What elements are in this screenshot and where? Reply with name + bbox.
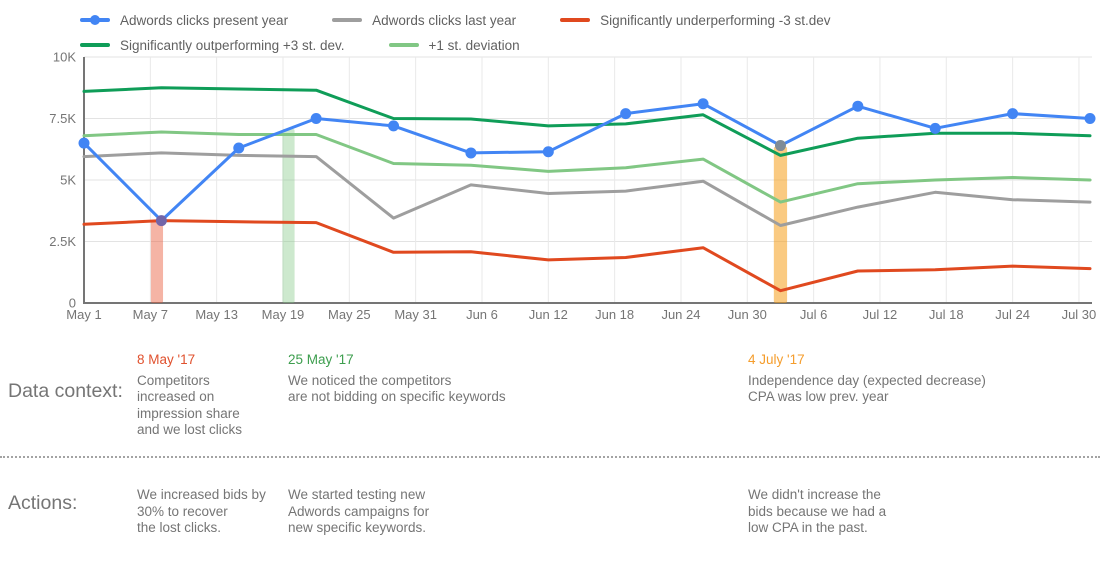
x-tick-label: May 31 [394,307,437,322]
annotation-date: 4 July '17 [748,352,805,367]
x-tick-label: Jun 12 [529,307,568,322]
x-tick-label: May 19 [262,307,305,322]
legend-label: Adwords clicks last year [372,12,517,28]
y-tick-label: 0 [69,296,76,311]
chart-legend: Adwords clicks present year Adwords click… [80,10,1086,55]
legend-line-swatch [332,18,363,22]
action-column-8-may-17: We increased bids by 30% to recover the … [137,487,266,537]
data-point-jul-3[interactable] [774,140,786,152]
legend-line-swatch [80,15,110,25]
annotation-context-text: Competitors increased on impression shar… [137,372,243,438]
series-line-1-st-deviation [82,130,1092,204]
legend-item-1-st-deviation[interactable]: +1 st. deviation [388,35,520,55]
annotation-action-text: We didn't increase the bids because we h… [748,487,887,535]
legend-label: Significantly outperforming +3 st. dev. [120,37,345,53]
legend-line-swatch [80,43,110,47]
legend-label: +1 st. deviation [428,37,520,53]
actions-row: Actions: We increased bids by 30% to rec… [0,460,1100,563]
legend-dot-icon [90,15,100,25]
highlight-band[interactable] [282,128,295,303]
legend-line-swatch [388,43,419,47]
row-divider [0,456,1100,458]
data-point-jun-26[interactable] [697,98,709,110]
data-point-jun-12[interactable] [542,146,554,158]
series-line-significantly-outperforming-3-st-dev [82,86,1092,157]
data-point-may-1[interactable] [78,137,90,149]
legend-item-adwords-clicks-last-year[interactable]: Adwords clicks last year [332,10,516,30]
annotation-action-text: We started testing new Adwords campaigns… [288,487,430,535]
x-tick-label: Jul 18 [929,307,964,322]
data-point-may-29[interactable] [388,120,400,132]
y-tick-label: 5K [60,173,76,188]
x-tick-label: May 1 [66,307,101,322]
legend-item-significantly-outperforming-3-st-dev[interactable]: Significantly outperforming +3 st. dev. [80,35,345,55]
x-tick-label: Jul 24 [995,307,1030,322]
legend-line-swatch [560,18,591,22]
data-point-may-8[interactable] [155,215,167,227]
x-tick-label: May 13 [195,307,238,322]
annotation-context-text: We noticed the competitors are not biddi… [288,372,506,405]
action-column-25-may-17: We started testing new Adwords campaigns… [288,487,429,537]
legend-item-adwords-clicks-present-year[interactable]: Adwords clicks present year [80,10,288,30]
y-tick-label: 10K [53,50,76,65]
context-column-4-july-17: 4 July '17 Independence day (expected dec… [748,352,986,406]
x-tick-label: Jul 30 [1062,307,1097,322]
y-tick-label: 2.5K [49,234,76,249]
x-tick-label: Jun 30 [728,307,767,322]
series-line-adwords-clicks-present-year [82,102,1092,223]
legend-label: Adwords clicks present year [120,12,289,28]
data-point-jul-24[interactable] [1007,108,1019,120]
x-tick-label: Jun 24 [661,307,700,322]
x-tick-label: Jun 18 [595,307,634,322]
data-point-jun-5[interactable] [465,147,477,159]
annotation-action-text: We increased bids by 30% to recover the … [137,487,266,535]
x-tick-label: Jun 6 [466,307,498,322]
series-line-adwords-clicks-last-year [82,151,1092,227]
x-tick-label: Jul 12 [863,307,898,322]
data-point-jul-31[interactable] [1084,113,1096,124]
annotation-context-text: Independence day (expected decrease) CPA… [748,372,986,405]
adwords-clicks-chart: 0 2.5K 5K 7.5K 10K May 1 May 7 May 13 May 19 May … [49,50,1097,323]
x-tick-label: May 25 [328,307,371,322]
highlight-band[interactable] [150,220,164,303]
context-column-8-may-17: 8 May '17 Competitors increased on impres… [137,352,242,439]
context-column-25-may-17: 25 May '17 We noticed the competitors are… [288,352,506,406]
actions-label: Actions: [8,492,78,514]
data-point-may-22[interactable] [310,113,322,124]
data-context-row: Data context: 8 May '17 Competitors incre… [0,345,1100,455]
legend-item-significantly-underperforming-3-st-dev[interactable]: Significantly underperforming -3 st.dev [560,10,831,30]
x-tick-label: Jul 6 [800,307,827,322]
data-point-jun-19[interactable] [620,108,632,120]
data-point-jul-17[interactable] [929,122,941,134]
data-context-label: Data context: [8,380,123,402]
annotation-date: 25 May '17 [288,352,354,367]
data-point-jul-10[interactable] [852,100,864,112]
y-tick-label: 7.5K [49,111,76,126]
data-point-may-15[interactable] [233,142,245,154]
action-column-4-july-17: We didn't increase the bids because we h… [748,487,886,537]
legend-label: Significantly underperforming -3 st.dev [600,12,831,28]
series-line-significantly-underperforming-3-st-dev [82,219,1092,293]
annotation-date: 8 May '17 [137,352,196,367]
x-tick-label: May 7 [133,307,168,322]
